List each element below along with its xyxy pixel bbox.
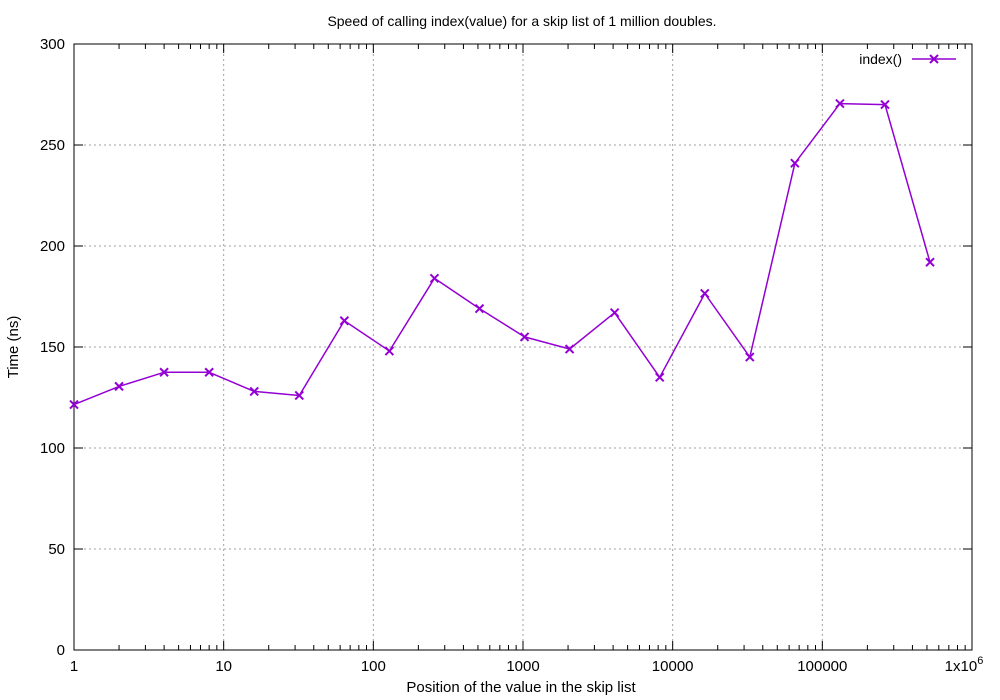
data-point (700, 288, 710, 299)
axis-ticks (73, 43, 973, 651)
x-axis-tick-labels: 1 10 100 1000 10000 100000 1x106 (70, 655, 984, 675)
data-point (519, 332, 530, 342)
marker-stroke (159, 367, 169, 377)
data-point (745, 352, 755, 362)
marker-stroke (69, 399, 79, 410)
marker-stroke (835, 98, 845, 109)
x-axis-label: Position of the value in the skip list (406, 679, 636, 696)
y-tick-label: 300 (40, 36, 65, 53)
chart-title: Speed of calling index(value) for a skip… (327, 13, 716, 29)
data-point (925, 257, 935, 267)
data-point (384, 346, 395, 356)
legend: index() (859, 51, 956, 67)
y-tick-label: 50 (48, 541, 65, 558)
data-point (609, 307, 620, 318)
data-point (159, 367, 169, 377)
data-point (654, 372, 665, 383)
legend-label: index() (859, 51, 902, 67)
x-tick-label: 10 (215, 658, 232, 675)
data-point (294, 390, 304, 401)
marker-stroke (925, 257, 935, 267)
marker-stroke (519, 332, 530, 342)
y-tick-label: 250 (40, 137, 65, 154)
marker-stroke (609, 307, 620, 318)
marker-stroke (474, 303, 485, 314)
x-tick-label-text: 100000 (797, 658, 847, 675)
series-line (73, 102, 931, 406)
y-tick-label: 100 (40, 440, 65, 457)
data-point (114, 381, 124, 392)
data-point (790, 158, 800, 168)
marker-stroke (294, 390, 304, 401)
marker-stroke (384, 346, 395, 356)
series-layer (69, 98, 935, 410)
x-tick-label-text: 1 (70, 658, 78, 675)
x-tick-label-text: 100 (361, 658, 386, 675)
marker-stroke (204, 367, 214, 377)
data-point (429, 273, 440, 284)
x-tick-label-exponent: 6 (977, 655, 983, 667)
y-tick-label: 150 (40, 339, 65, 356)
x-tick-label-text: 10000 (652, 658, 694, 675)
y-tick-label: 0 (57, 642, 65, 659)
x-tick-label: 100 (361, 658, 386, 675)
x-tick-label-text: 1x10 (945, 658, 978, 675)
data-point (69, 399, 79, 410)
x-tick-label: 100000 (797, 658, 847, 675)
marker-stroke (339, 316, 350, 326)
data-point (249, 386, 259, 397)
marker-stroke (745, 352, 755, 362)
marker-stroke (929, 54, 939, 64)
marker-stroke (654, 372, 665, 383)
data-point (564, 344, 575, 354)
marker-stroke (114, 381, 124, 392)
y-tick-label: 200 (40, 238, 65, 255)
x-tick-label-text: 1000 (506, 658, 539, 675)
y-axis-tick-labels: 0 50 100 150 200 250 300 (40, 36, 65, 659)
marker-stroke (790, 158, 800, 168)
data-point (880, 99, 890, 110)
marker-stroke (429, 273, 440, 284)
data-point (204, 367, 214, 377)
x-tick-label: 10000 (652, 658, 694, 675)
x-tick-label: 1 (70, 658, 78, 675)
data-point (835, 98, 845, 109)
x-tick-label: 1x106 (945, 655, 984, 675)
x-tick-label: 1000 (506, 658, 539, 675)
marker-stroke (880, 99, 890, 110)
grid (74, 44, 972, 650)
legend-marker (929, 54, 939, 64)
marker-stroke (700, 288, 710, 299)
x-tick-label-text: 10 (215, 658, 232, 675)
data-point (339, 316, 350, 326)
marker-stroke (249, 386, 259, 397)
legend-marker-cross (929, 54, 939, 64)
data-point (474, 303, 485, 314)
marker-stroke (564, 344, 575, 354)
y-axis-label: Time (ns) (5, 316, 22, 379)
